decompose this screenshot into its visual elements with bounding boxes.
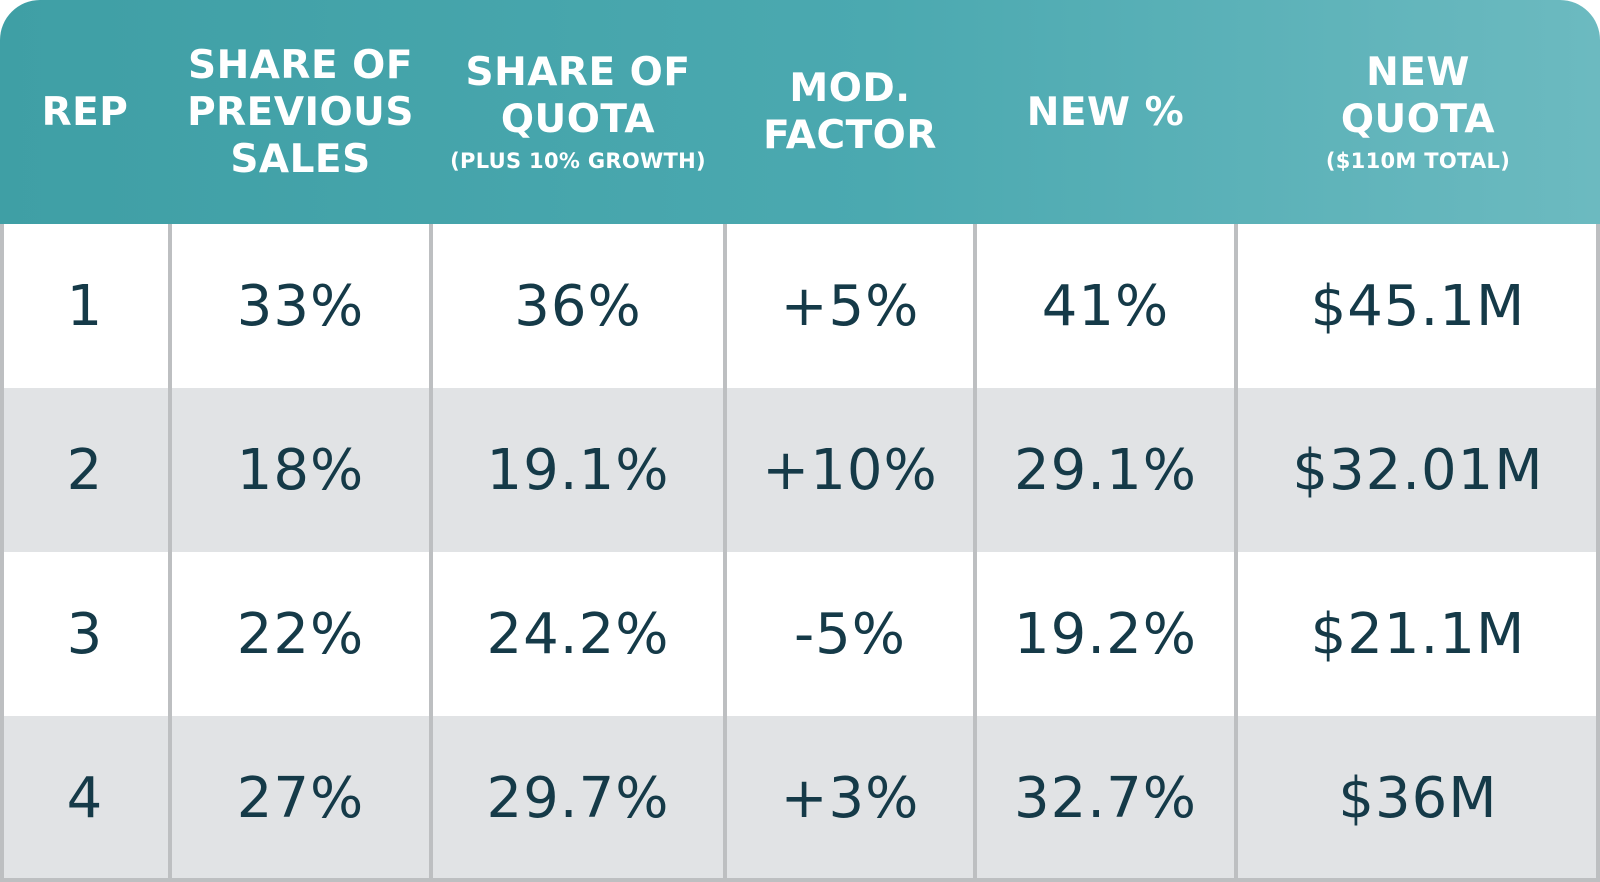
table-body: 1 33% 36% +5% 41% $45.1M 2 18% 19.1% +10% 29.1% $32… <box>0 224 1600 882</box>
cell-share-of-quota: 29.7% <box>486 765 670 831</box>
header-sublabel: ($110M TOTAL) <box>1325 149 1511 173</box>
table-row: 2 18% 19.1% +10% 29.1% $32.01M <box>0 388 1600 552</box>
cell-mod-factor: +3% <box>780 765 920 831</box>
header-sublabel: (PLUS 10% GROWTH) <box>450 149 706 173</box>
header-share-previous-sales: SHARE OF PREVIOUS SALES <box>170 0 431 224</box>
cell-new-quota: $21.1M <box>1310 601 1526 667</box>
table-row: 4 27% 29.7% +3% 32.7% $36M <box>0 716 1600 880</box>
cell-new-percent: 41% <box>1041 273 1170 339</box>
cell-new-percent: 32.7% <box>1014 765 1197 831</box>
header-label: SHARE OF QUOTA <box>465 50 691 142</box>
cell-share-of-quota: 36% <box>514 273 642 339</box>
column-divider <box>168 224 172 882</box>
header-new-percent: NEW % <box>975 0 1236 224</box>
table-border-right <box>1596 224 1600 882</box>
header-label: MOD. FACTOR <box>763 66 937 158</box>
cell-rep: 2 <box>66 437 104 503</box>
cell-rep: 3 <box>66 601 104 667</box>
cell-share-of-quota: 19.1% <box>486 437 670 503</box>
header-share-of-quota: SHARE OF QUOTA (PLUS 10% GROWTH) <box>431 0 725 224</box>
column-divider <box>973 224 977 882</box>
cell-new-percent: 29.1% <box>1014 437 1197 503</box>
column-divider <box>1234 224 1238 882</box>
header-label: REP <box>41 89 129 135</box>
column-divider <box>429 224 433 882</box>
header-label: NEW QUOTA <box>1340 50 1496 142</box>
cell-share-of-quota: 24.2% <box>486 601 670 667</box>
table-row: 1 33% 36% +5% 41% $45.1M <box>0 224 1600 388</box>
header-label: NEW % <box>1026 89 1185 135</box>
cell-share-previous-sales: 33% <box>236 273 365 339</box>
table-border-left <box>0 224 4 882</box>
cell-mod-factor: -5% <box>793 601 907 667</box>
table-row: 3 22% 24.2% -5% 19.2% $21.1M <box>0 552 1600 716</box>
cell-rep: 4 <box>66 765 104 831</box>
cell-new-quota: $45.1M <box>1310 273 1526 339</box>
cell-mod-factor: +10% <box>762 437 938 503</box>
column-divider <box>723 224 727 882</box>
header-rep: REP <box>0 0 170 224</box>
header-label: SHARE OF PREVIOUS SALES <box>187 42 414 182</box>
cell-share-previous-sales: 18% <box>236 437 365 503</box>
cell-new-quota: $36M <box>1338 765 1498 831</box>
table-header: REP SHARE OF PREVIOUS SALES SHARE OF QUOTA… <box>0 0 1600 224</box>
cell-share-previous-sales: 22% <box>236 601 365 667</box>
header-mod-factor: MOD. FACTOR <box>725 0 975 224</box>
cell-share-previous-sales: 27% <box>236 765 365 831</box>
cell-new-quota: $32.01M <box>1292 437 1544 503</box>
table-border-bottom <box>0 878 1600 882</box>
cell-new-percent: 19.2% <box>1014 601 1197 667</box>
header-new-quota: NEW QUOTA ($110M TOTAL) <box>1236 0 1600 224</box>
cell-mod-factor: +5% <box>780 273 920 339</box>
cell-rep: 1 <box>66 273 104 339</box>
